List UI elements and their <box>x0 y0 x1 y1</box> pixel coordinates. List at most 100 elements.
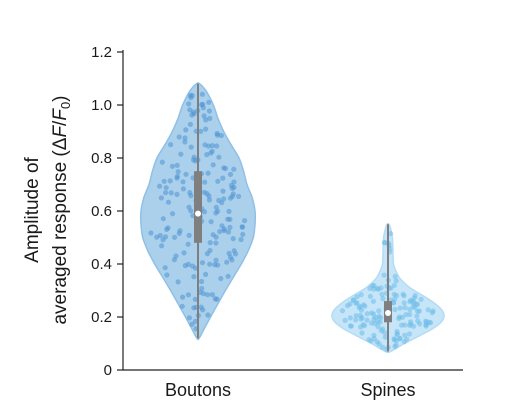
data-point <box>215 178 221 184</box>
data-point <box>178 151 184 157</box>
data-point <box>401 293 407 299</box>
data-point <box>236 193 242 199</box>
data-point <box>170 211 176 217</box>
data-point <box>207 115 213 121</box>
data-point <box>225 273 231 279</box>
data-point <box>199 285 205 292</box>
y-tick-label: 0.8 <box>91 150 112 167</box>
data-point <box>157 183 163 189</box>
data-point <box>222 165 228 172</box>
data-point <box>227 195 234 201</box>
data-point <box>227 216 233 222</box>
data-point <box>159 159 165 165</box>
data-point <box>394 332 400 338</box>
data-point <box>359 314 365 321</box>
data-point <box>239 224 245 230</box>
data-point <box>353 317 359 323</box>
data-point <box>213 240 219 246</box>
data-point <box>160 216 166 222</box>
data-point <box>213 257 219 263</box>
data-point <box>175 279 181 285</box>
data-point <box>148 230 154 236</box>
data-point <box>380 296 386 302</box>
y-axis-label-prefix: averaged response ( <box>50 150 71 325</box>
y-ticks: 0 0.2 0.4 0.6 0.8 1.0 1.2 <box>91 44 123 379</box>
data-point <box>186 232 192 238</box>
data-point <box>207 261 213 267</box>
data-point <box>391 291 397 297</box>
data-point <box>220 175 226 181</box>
data-point <box>415 308 421 314</box>
data-point <box>347 315 353 321</box>
data-point <box>190 157 197 163</box>
data-point <box>167 178 173 184</box>
data-point <box>379 344 386 350</box>
data-point <box>221 196 227 202</box>
x-tick-label-boutons: Boutons <box>165 380 231 400</box>
data-point <box>180 294 186 300</box>
data-point <box>359 330 365 336</box>
data-point <box>391 336 397 342</box>
data-point <box>402 305 408 311</box>
data-point <box>362 303 368 309</box>
data-point <box>370 298 376 304</box>
data-point <box>392 306 398 313</box>
data-point <box>189 93 195 99</box>
data-point <box>368 320 375 326</box>
data-point <box>182 139 188 145</box>
data-point <box>339 308 346 314</box>
data-point <box>391 282 397 288</box>
data-point <box>382 334 388 340</box>
data-point <box>206 108 212 114</box>
data-point <box>393 278 399 284</box>
data-point <box>162 265 168 271</box>
data-point <box>210 232 216 238</box>
data-point <box>171 257 177 263</box>
data-point <box>185 261 191 267</box>
data-point <box>174 162 180 168</box>
data-point <box>185 241 191 247</box>
data-point <box>407 306 413 313</box>
data-point <box>401 300 407 306</box>
data-point <box>370 311 377 317</box>
data-point <box>205 170 211 176</box>
data-point <box>172 234 178 240</box>
y-axis-label-delta: Δ <box>50 137 71 150</box>
data-point <box>163 190 169 196</box>
y-tick-label: 0.2 <box>91 309 112 326</box>
data-point <box>375 319 381 325</box>
data-point <box>418 296 424 302</box>
data-point <box>183 171 189 177</box>
data-point <box>203 271 209 277</box>
data-point <box>424 321 430 327</box>
data-point <box>231 179 237 185</box>
data-point <box>224 259 230 265</box>
data-point <box>168 190 174 196</box>
data-point <box>180 179 186 185</box>
data-point <box>186 315 192 321</box>
data-point <box>364 317 370 323</box>
data-point <box>430 308 436 314</box>
data-point <box>208 219 214 225</box>
data-point <box>225 229 232 235</box>
data-point <box>215 262 221 268</box>
data-point <box>231 166 237 172</box>
data-point <box>183 127 189 133</box>
data-point <box>229 257 235 263</box>
box-plots <box>194 83 392 352</box>
data-point <box>165 199 172 205</box>
data-point <box>347 301 353 307</box>
data-point <box>366 337 372 343</box>
data-point <box>375 286 381 292</box>
data-point <box>399 322 405 328</box>
data-point <box>414 301 420 307</box>
y-axis-label-f: F <box>50 125 71 138</box>
data-point <box>415 318 421 324</box>
y-axis-label-slash: / <box>50 120 71 126</box>
data-point <box>208 150 214 156</box>
data-point <box>358 292 364 298</box>
data-point <box>207 240 213 246</box>
data-point <box>217 228 223 235</box>
data-point <box>387 231 394 237</box>
